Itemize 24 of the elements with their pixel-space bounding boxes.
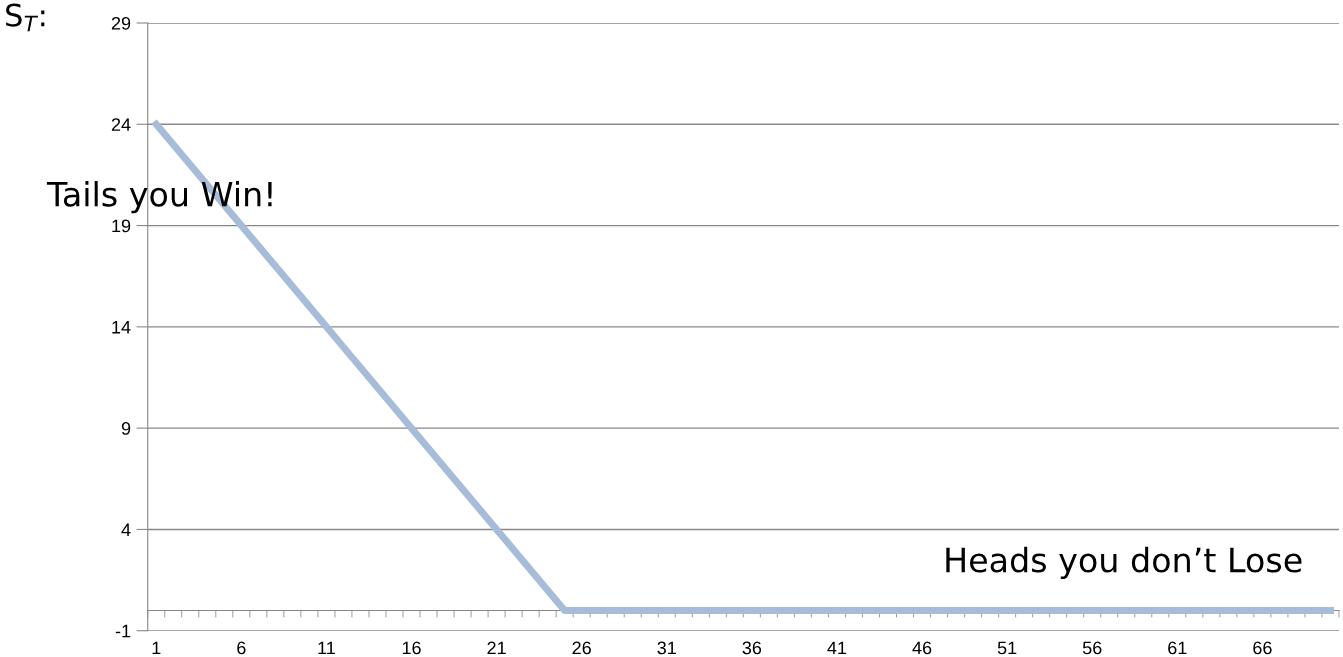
- x-tick-label: 51: [997, 641, 1017, 655]
- x-tick-label: 61: [1168, 641, 1187, 655]
- y-tick-label: 4: [121, 523, 131, 536]
- x-tick-label: 21: [487, 641, 506, 655]
- x-tick-label: 41: [827, 641, 847, 655]
- x-tick-label: 16: [402, 641, 421, 655]
- x-tick-label: 36: [742, 641, 762, 655]
- x-tick-label: 11: [318, 641, 335, 655]
- y-tick-label: 14: [112, 320, 131, 334]
- y-tick-label: 24: [111, 118, 131, 131]
- x-tick-label: 6: [237, 641, 246, 655]
- x-tick-label: 26: [572, 641, 591, 655]
- text: S$_{T}$:: [6, 3, 45, 32]
- y-tick-label: 29: [111, 16, 131, 30]
- x-tick-label: 46: [912, 641, 932, 655]
- x-tick-label: 66: [1253, 641, 1272, 655]
- x-tick-label: 31: [657, 641, 676, 655]
- annotation: Heads you don’t Lose: [946, 546, 1302, 580]
- y-tick-label: 9: [121, 422, 131, 435]
- x-tick-label: 1: [152, 641, 161, 655]
- x-tick-label: 56: [1082, 641, 1102, 655]
- y-tick-label: 19: [112, 219, 131, 233]
- y-tick-label: -1: [115, 624, 131, 638]
- annotation: Tails you Win!: [46, 180, 272, 214]
